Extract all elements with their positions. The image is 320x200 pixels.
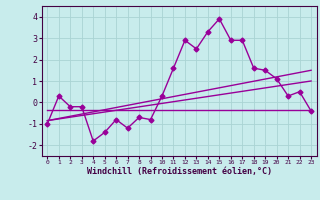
X-axis label: Windchill (Refroidissement éolien,°C): Windchill (Refroidissement éolien,°C) <box>87 167 272 176</box>
